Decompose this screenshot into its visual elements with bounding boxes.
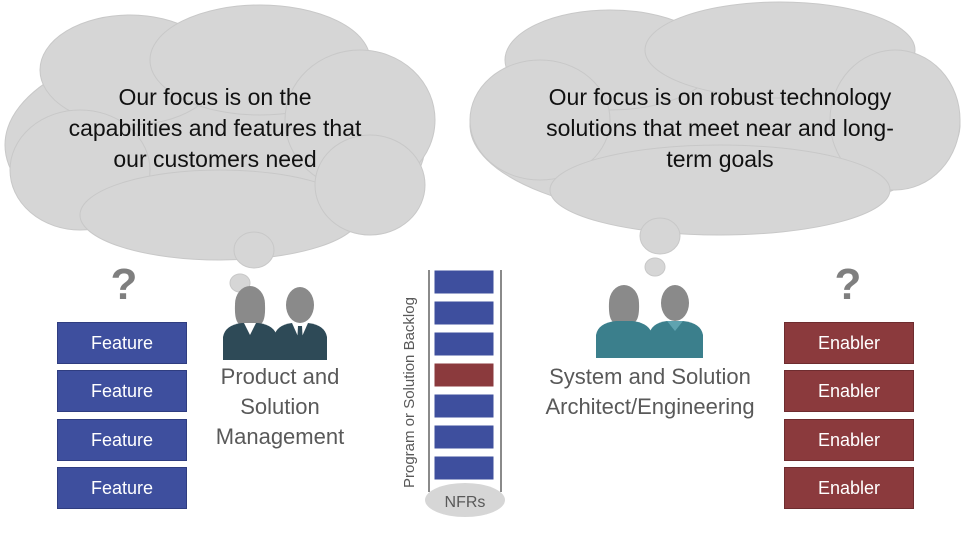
feature-box: Feature [57,322,187,364]
left-thought-text: Our focus is on the capabilities and fea… [40,82,390,175]
architect-role-line: Architect/Engineering [545,394,755,419]
nfr-label: NFRs [444,494,486,511]
product-role-line: Product and [220,364,340,389]
product-role-line: Management [215,424,345,449]
engineers-icon [596,285,703,358]
backlog-item-feature [433,393,495,419]
feature-box: Feature [57,467,187,509]
right-thought-text: Our focus is on robust technology soluti… [505,82,935,175]
enabler-box: Enabler [784,419,914,461]
left-thought-line: capabilities and features that [68,115,362,141]
backlog-graphic [425,269,505,517]
feature-box: Feature [57,370,187,412]
feature-box: Feature [57,419,187,461]
backlog-item-enabler [433,362,495,388]
business-people-icon [223,286,327,360]
nfr-ellipse [425,483,505,517]
right-thought-line: term goals [666,146,774,172]
enabler-box: Enabler [784,370,914,412]
backlog-item-feature [433,269,495,295]
backlog-item-feature [433,300,495,326]
left-thought-line: Our focus is on the [118,84,312,110]
architect-role-label: System and Solution Architect/Engineerin… [520,362,780,422]
left-thought-cloud-icon [4,4,436,293]
enablers-question-mark: ? [834,260,862,309]
right-thought-line: Our focus is on robust technology [548,84,892,110]
right-thought-cloud-icon [469,1,961,277]
features-question-mark: ? [110,260,138,309]
backlog-item-feature [433,331,495,357]
product-role-label: Product and Solution Management [200,362,360,452]
architect-role-line: System and Solution [549,364,751,389]
backlog-item-feature [433,424,495,450]
right-thought-line: solutions that meet near and long- [546,115,894,141]
enabler-box: Enabler [784,467,914,509]
enabler-box: Enabler [784,322,914,364]
backlog-title: Program or Solution Backlog [401,297,418,488]
backlog-item-feature [433,455,495,481]
left-thought-line: our customers need [113,146,317,172]
product-role-line: Solution [240,394,320,419]
